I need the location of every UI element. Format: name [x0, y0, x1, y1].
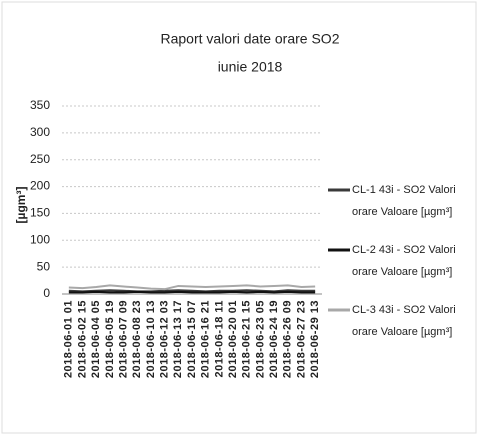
x-tick-label: 2018-06-12 03 — [159, 300, 171, 378]
y-axis-label: [µgm³] — [14, 187, 28, 224]
x-tick-label: 2018-06-29 13 — [309, 300, 321, 378]
chart-subtitle: iunie 2018 — [218, 59, 283, 75]
x-tick-label: 2018-06-01 01 — [63, 300, 75, 378]
legend-label: CL-1 43i - SO2 Valori orare Valoare [µgm… — [352, 184, 456, 218]
x-tick-label: 2018-06-15 07 — [186, 300, 198, 378]
x-tick-label: 2018-06-20 01 — [227, 300, 239, 378]
x-tick-label: 2018-06-21 15 — [241, 300, 253, 378]
x-tick-label: 2018-06-07 09 — [117, 300, 129, 378]
x-tick-label: 2018-06-04 05 — [90, 300, 102, 378]
legend-label: CL-3 43i - SO2 Valori orare Valoare [µgm… — [352, 304, 456, 338]
y-tick-label: 50 — [37, 259, 51, 273]
x-tick-label: 2018-06-24 19 — [268, 300, 280, 378]
y-tick-label: 150 — [30, 206, 50, 220]
legend-label: CL-2 43i - SO2 Valori orare Valoare [µgm… — [352, 244, 456, 278]
x-tick-label: 2018-06-02 15 — [76, 300, 88, 378]
x-tick-label: 2018-06-27 23 — [295, 300, 307, 378]
x-tick-label: 2018-06-13 17 — [172, 300, 184, 378]
chart-title: Raport valori date orare SO2 — [161, 31, 340, 47]
x-tick-label: 2018-06-10 13 — [145, 300, 157, 378]
y-tick-label: 200 — [30, 179, 50, 193]
series-line — [68, 289, 316, 293]
x-tick-label: 2018-06-08 23 — [131, 300, 143, 378]
y-tick-label: 100 — [30, 232, 50, 246]
x-tick-label: 2018-06-26 09 — [282, 300, 294, 378]
x-tick-label: 2018-06-23 05 — [254, 300, 266, 378]
x-tick-label: 2018-06-16 21 — [200, 300, 212, 378]
y-tick-label: 300 — [30, 125, 50, 139]
x-tick-label: 2018-06-05 19 — [104, 300, 116, 378]
y-tick-label: 350 — [30, 98, 50, 112]
y-tick-label: 0 — [43, 286, 50, 300]
series-line — [68, 284, 316, 291]
series-line — [68, 290, 316, 294]
x-tick-label: 2018-06-18 11 — [213, 300, 225, 377]
y-tick-label: 250 — [30, 152, 50, 166]
